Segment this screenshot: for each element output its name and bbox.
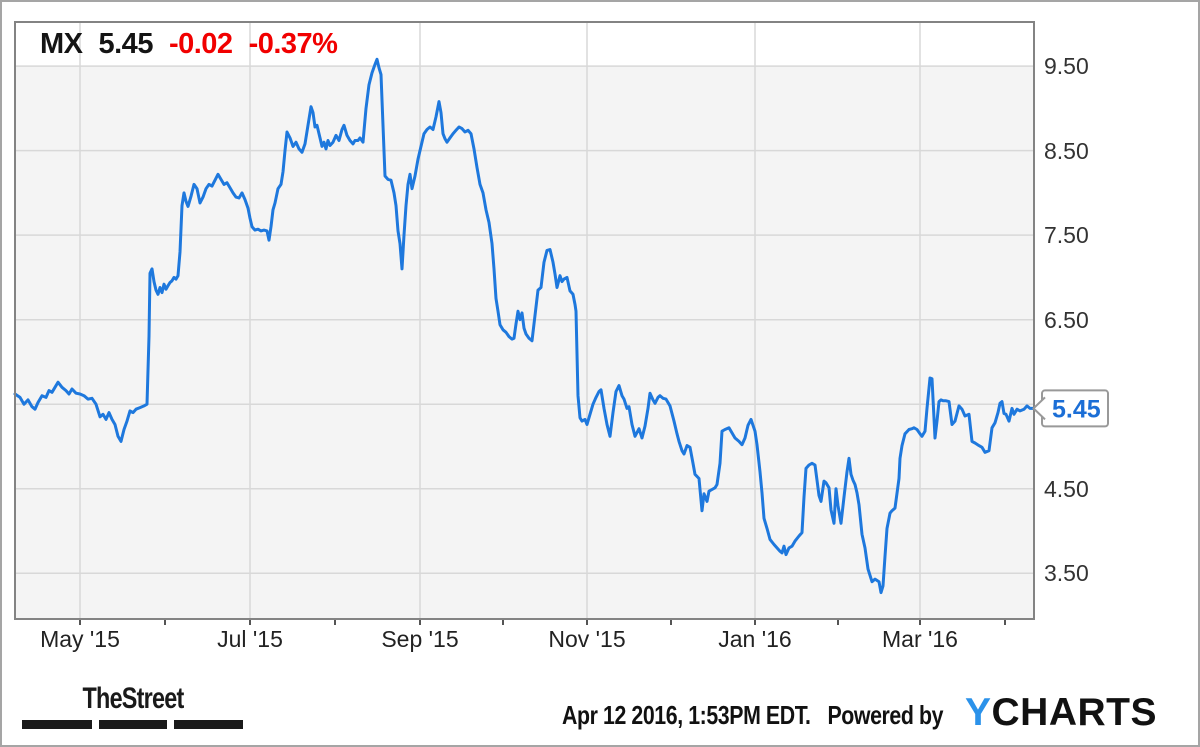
ycharts-logo-charts: CHARTS — [991, 691, 1158, 734]
svg-text:5.45: 5.45 — [1052, 395, 1101, 423]
chart-timestamp: Apr 12 2016, 1:53PM EDT. — [562, 700, 811, 730]
y-axis-label: 6.50 — [1044, 307, 1089, 333]
ycharts-logo: YCHARTS — [965, 691, 1157, 735]
thestreet-wordmark: TheStreet — [82, 682, 185, 715]
x-axis-label: Mar '16 — [882, 626, 958, 652]
powered-by-label: Powered by — [827, 700, 944, 730]
y-axis-label: 4.50 — [1044, 476, 1089, 502]
ycharts-logo-y: Y — [965, 691, 992, 734]
ticker-symbol: MX — [40, 28, 83, 60]
y-axis-label: 9.50 — [1044, 53, 1089, 79]
x-axis-label: Nov '15 — [548, 626, 626, 652]
logo-bar — [99, 720, 167, 729]
thestreet-logo-bars — [22, 720, 244, 729]
y-axis-label: 8.50 — [1044, 138, 1089, 164]
ticker-change: -0.02 — [168, 28, 233, 60]
y-axis-label: 7.50 — [1044, 222, 1089, 248]
ticker-change-percent: -0.37% — [248, 28, 338, 60]
x-axis-label: Jan '16 — [718, 626, 792, 652]
x-axis-label: Jul '15 — [217, 626, 283, 652]
logo-bar — [174, 720, 243, 729]
x-axis-label: Sep '15 — [381, 626, 459, 652]
timestamp-line: Apr 12 2016, 1:53PM EDT. Powered by — [562, 700, 943, 731]
x-axis-label: May '15 — [40, 626, 120, 652]
ticker-price: 5.45 — [98, 28, 154, 60]
ticker-quote: MX 5.45 -0.02 -0.37% — [40, 28, 338, 61]
current-price-tag: 5.45 — [1032, 389, 1109, 428]
logo-bar — [22, 720, 92, 729]
y-axis-label: 3.50 — [1044, 560, 1089, 586]
thestreet-logo: TheStreet — [22, 682, 244, 729]
